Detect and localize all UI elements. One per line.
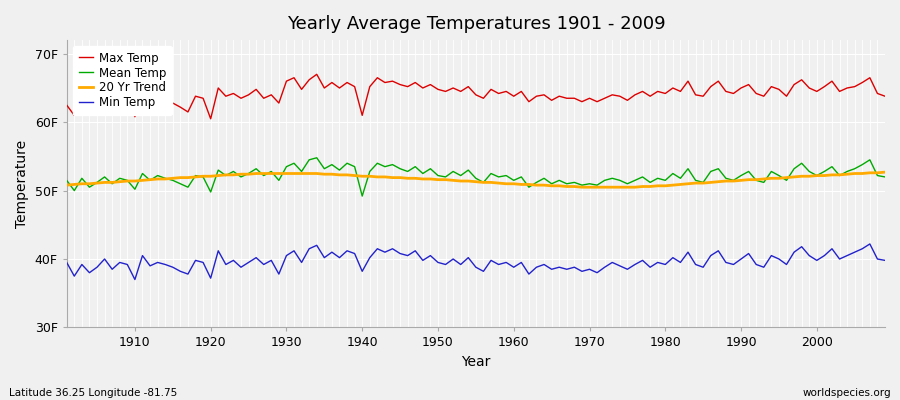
20 Yr Trend [879, 170, 890, 174]
20 Yr Trend [607, 185, 617, 190]
Y-axis label: Temperature: Temperature [15, 140, 29, 228]
Max Temp [296, 87, 307, 92]
Min Temp [607, 260, 617, 265]
Max Temp [61, 103, 72, 108]
Min Temp [61, 260, 72, 265]
Max Temp [349, 84, 360, 89]
Max Temp [879, 94, 890, 99]
20 Yr Trend [61, 183, 72, 188]
20 Yr Trend [508, 181, 519, 186]
Line: Max Temp: Max Temp [67, 74, 885, 119]
Min Temp [122, 262, 132, 267]
20 Yr Trend [334, 172, 345, 177]
Mean Temp [879, 174, 890, 179]
Min Temp [879, 258, 890, 263]
Mean Temp [524, 185, 535, 190]
Mean Temp [615, 178, 626, 183]
Mean Temp [289, 161, 300, 166]
Text: Latitude 36.25 Longitude -81.75: Latitude 36.25 Longitude -81.75 [9, 388, 177, 398]
20 Yr Trend [122, 179, 132, 184]
Min Temp [296, 260, 307, 265]
Min Temp [508, 265, 519, 270]
Mean Temp [311, 155, 322, 160]
Legend: Max Temp, Mean Temp, 20 Yr Trend, Min Temp: Max Temp, Mean Temp, 20 Yr Trend, Min Te… [73, 46, 172, 115]
Text: worldspecies.org: worldspecies.org [803, 388, 891, 398]
Max Temp [516, 89, 526, 94]
Max Temp [615, 94, 626, 99]
Min Temp [864, 242, 875, 246]
Line: Mean Temp: Mean Temp [67, 158, 885, 196]
X-axis label: Year: Year [461, 355, 491, 369]
20 Yr Trend [289, 171, 300, 176]
20 Yr Trend [500, 181, 511, 186]
Mean Temp [61, 178, 72, 183]
Mean Temp [122, 178, 132, 183]
Max Temp [205, 116, 216, 121]
Title: Yearly Average Temperatures 1901 - 2009: Yearly Average Temperatures 1901 - 2009 [286, 15, 665, 33]
Min Temp [130, 277, 140, 282]
Mean Temp [356, 194, 367, 198]
Max Temp [524, 99, 535, 104]
Line: 20 Yr Trend: 20 Yr Trend [67, 172, 885, 187]
Line: Min Temp: Min Temp [67, 244, 885, 280]
Mean Temp [342, 161, 353, 166]
Max Temp [122, 99, 132, 104]
20 Yr Trend [577, 185, 588, 190]
Max Temp [311, 72, 322, 77]
Mean Temp [516, 174, 526, 179]
Min Temp [516, 260, 526, 265]
Min Temp [342, 248, 353, 253]
